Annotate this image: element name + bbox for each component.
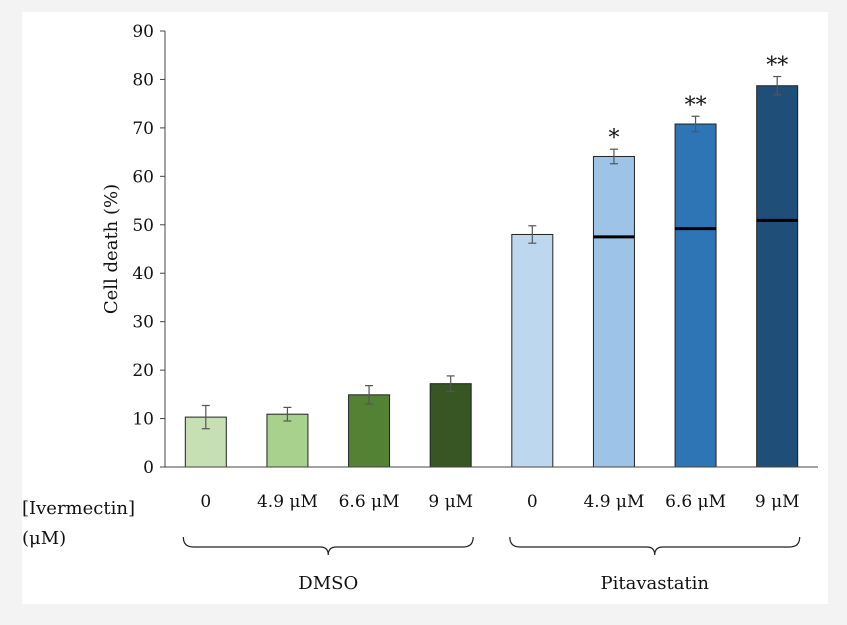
- y-tick-label: 30: [132, 313, 154, 333]
- bar: [348, 394, 391, 468]
- y-tick-label: 60: [132, 167, 154, 187]
- category-label: 6.6 μM: [339, 492, 400, 512]
- y-tick-label: 80: [132, 70, 154, 90]
- bar-chart: 0 10 20 30 40 50 60 70 80 90 0 4.9 μM 6.6 μM 9 μM 0 * 4…: [22, 22, 818, 594]
- y-tick-label: 40: [132, 264, 154, 284]
- category-label: 4.9 μM: [583, 492, 644, 512]
- group-label: Pitavastatin: [600, 573, 709, 594]
- significance-marker: *: [608, 126, 619, 151]
- bar: [429, 383, 472, 468]
- row-label-line2: (μM): [22, 528, 66, 549]
- group-label: DMSO: [298, 573, 358, 594]
- significance-marker: **: [766, 54, 788, 79]
- row-label-line1: [Ivermectin]: [22, 498, 135, 519]
- category-label: 4.9 μM: [257, 492, 318, 512]
- chart-panel: 0 10 20 30 40 50 60 70 80 90 0 4.9 μM 6.6 μM 9 μM 0 * 4…: [22, 12, 828, 604]
- category-label: 0: [200, 492, 211, 512]
- bar: [266, 413, 309, 468]
- y-tick-label: 0: [143, 458, 154, 478]
- category-label: 0: [527, 492, 538, 512]
- bar: [511, 233, 554, 468]
- group-brace: [509, 536, 801, 556]
- y-tick-label: 70: [132, 119, 154, 139]
- y-tick-label: 50: [132, 216, 154, 236]
- bar: [592, 155, 635, 468]
- significance-marker: **: [685, 93, 707, 118]
- category-label: 9 μM: [428, 492, 473, 512]
- y-tick-label: 20: [132, 361, 154, 381]
- y-axis-label: Cell death (%): [101, 184, 122, 314]
- bar: [756, 85, 799, 468]
- y-tick-label: 90: [132, 22, 154, 42]
- category-label: 9 μM: [755, 492, 800, 512]
- y-tick-label: 10: [132, 410, 154, 430]
- bar: [674, 123, 717, 468]
- category-label: 6.6 μM: [665, 492, 726, 512]
- group-brace: [182, 536, 474, 556]
